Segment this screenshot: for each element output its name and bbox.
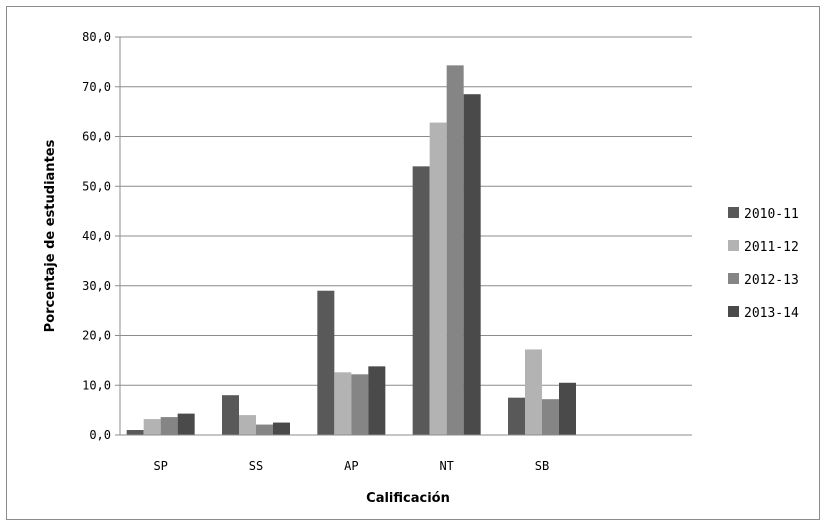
bar-nt-2012-13 <box>446 65 464 436</box>
bar-sb-2013-14 <box>559 382 576 435</box>
bar-ap-2011-12 <box>334 372 352 435</box>
bar-sp-2012-13 <box>160 417 178 435</box>
bar-sb-2011-12 <box>525 349 542 435</box>
legend: 2010-11 2011-12 2012-13 2013-14 <box>728 207 799 321</box>
x-tick-labels: SP SS AP NT SB <box>153 459 549 473</box>
bar-sp-2013-14 <box>177 413 195 435</box>
x-tick-label: AP <box>344 459 358 473</box>
legend-label: 2010-11 <box>744 207 799 222</box>
y-tick-label: 20,0 <box>82 329 111 343</box>
bar-ss-2013-14 <box>273 422 290 435</box>
legend-swatch <box>728 273 739 284</box>
x-axis-title: Calificación <box>366 491 450 506</box>
y-tick-label: 60,0 <box>82 130 111 144</box>
bar-sp-2010-11 <box>126 430 144 435</box>
y-tick-labels: 0,0 10,0 20,0 30,0 40,0 50,0 60,0 70,0 80,0 <box>82 30 111 442</box>
legend-label: 2013-14 <box>744 306 799 321</box>
legend-label: 2012-13 <box>744 273 799 288</box>
bar-ss-2011-12 <box>239 415 256 435</box>
bar-ss-2010-11 <box>222 395 239 435</box>
bar-ap-2012-13 <box>351 374 369 435</box>
bar-nt-2013-14 <box>463 94 481 436</box>
bar-nt-2011-12 <box>429 122 447 435</box>
y-tick-label: 80,0 <box>82 30 111 44</box>
bar-sp-2011-12 <box>143 419 161 435</box>
x-tick-label: NT <box>439 459 453 473</box>
y-tick-label: 0,0 <box>89 428 111 442</box>
bar-nt-2010-11 <box>412 166 430 435</box>
x-tick-label: SB <box>535 459 549 473</box>
bar-ap-2010-11 <box>317 290 335 435</box>
legend-swatch <box>728 240 739 251</box>
legend-swatch <box>728 207 739 218</box>
x-tick-label: SS <box>249 459 263 473</box>
gridlines <box>115 36 692 436</box>
x-tick-label: SP <box>153 459 167 473</box>
bar-sb-2010-11 <box>508 397 525 435</box>
bar-sb-2012-13 <box>542 399 559 435</box>
y-tick-label: 30,0 <box>82 279 111 293</box>
legend-label: 2011-12 <box>744 240 799 255</box>
y-tick-label: 50,0 <box>82 179 111 193</box>
bar-ap-2013-14 <box>368 366 386 435</box>
y-tick-label: 10,0 <box>82 378 111 392</box>
y-tick-label: 70,0 <box>82 80 111 94</box>
legend-swatch <box>728 306 739 317</box>
y-axis-title: Porcentaje de estudiantes <box>43 139 58 332</box>
bar-ss-2012-13 <box>256 424 273 435</box>
bars <box>126 65 576 436</box>
y-tick-label: 40,0 <box>82 229 111 243</box>
